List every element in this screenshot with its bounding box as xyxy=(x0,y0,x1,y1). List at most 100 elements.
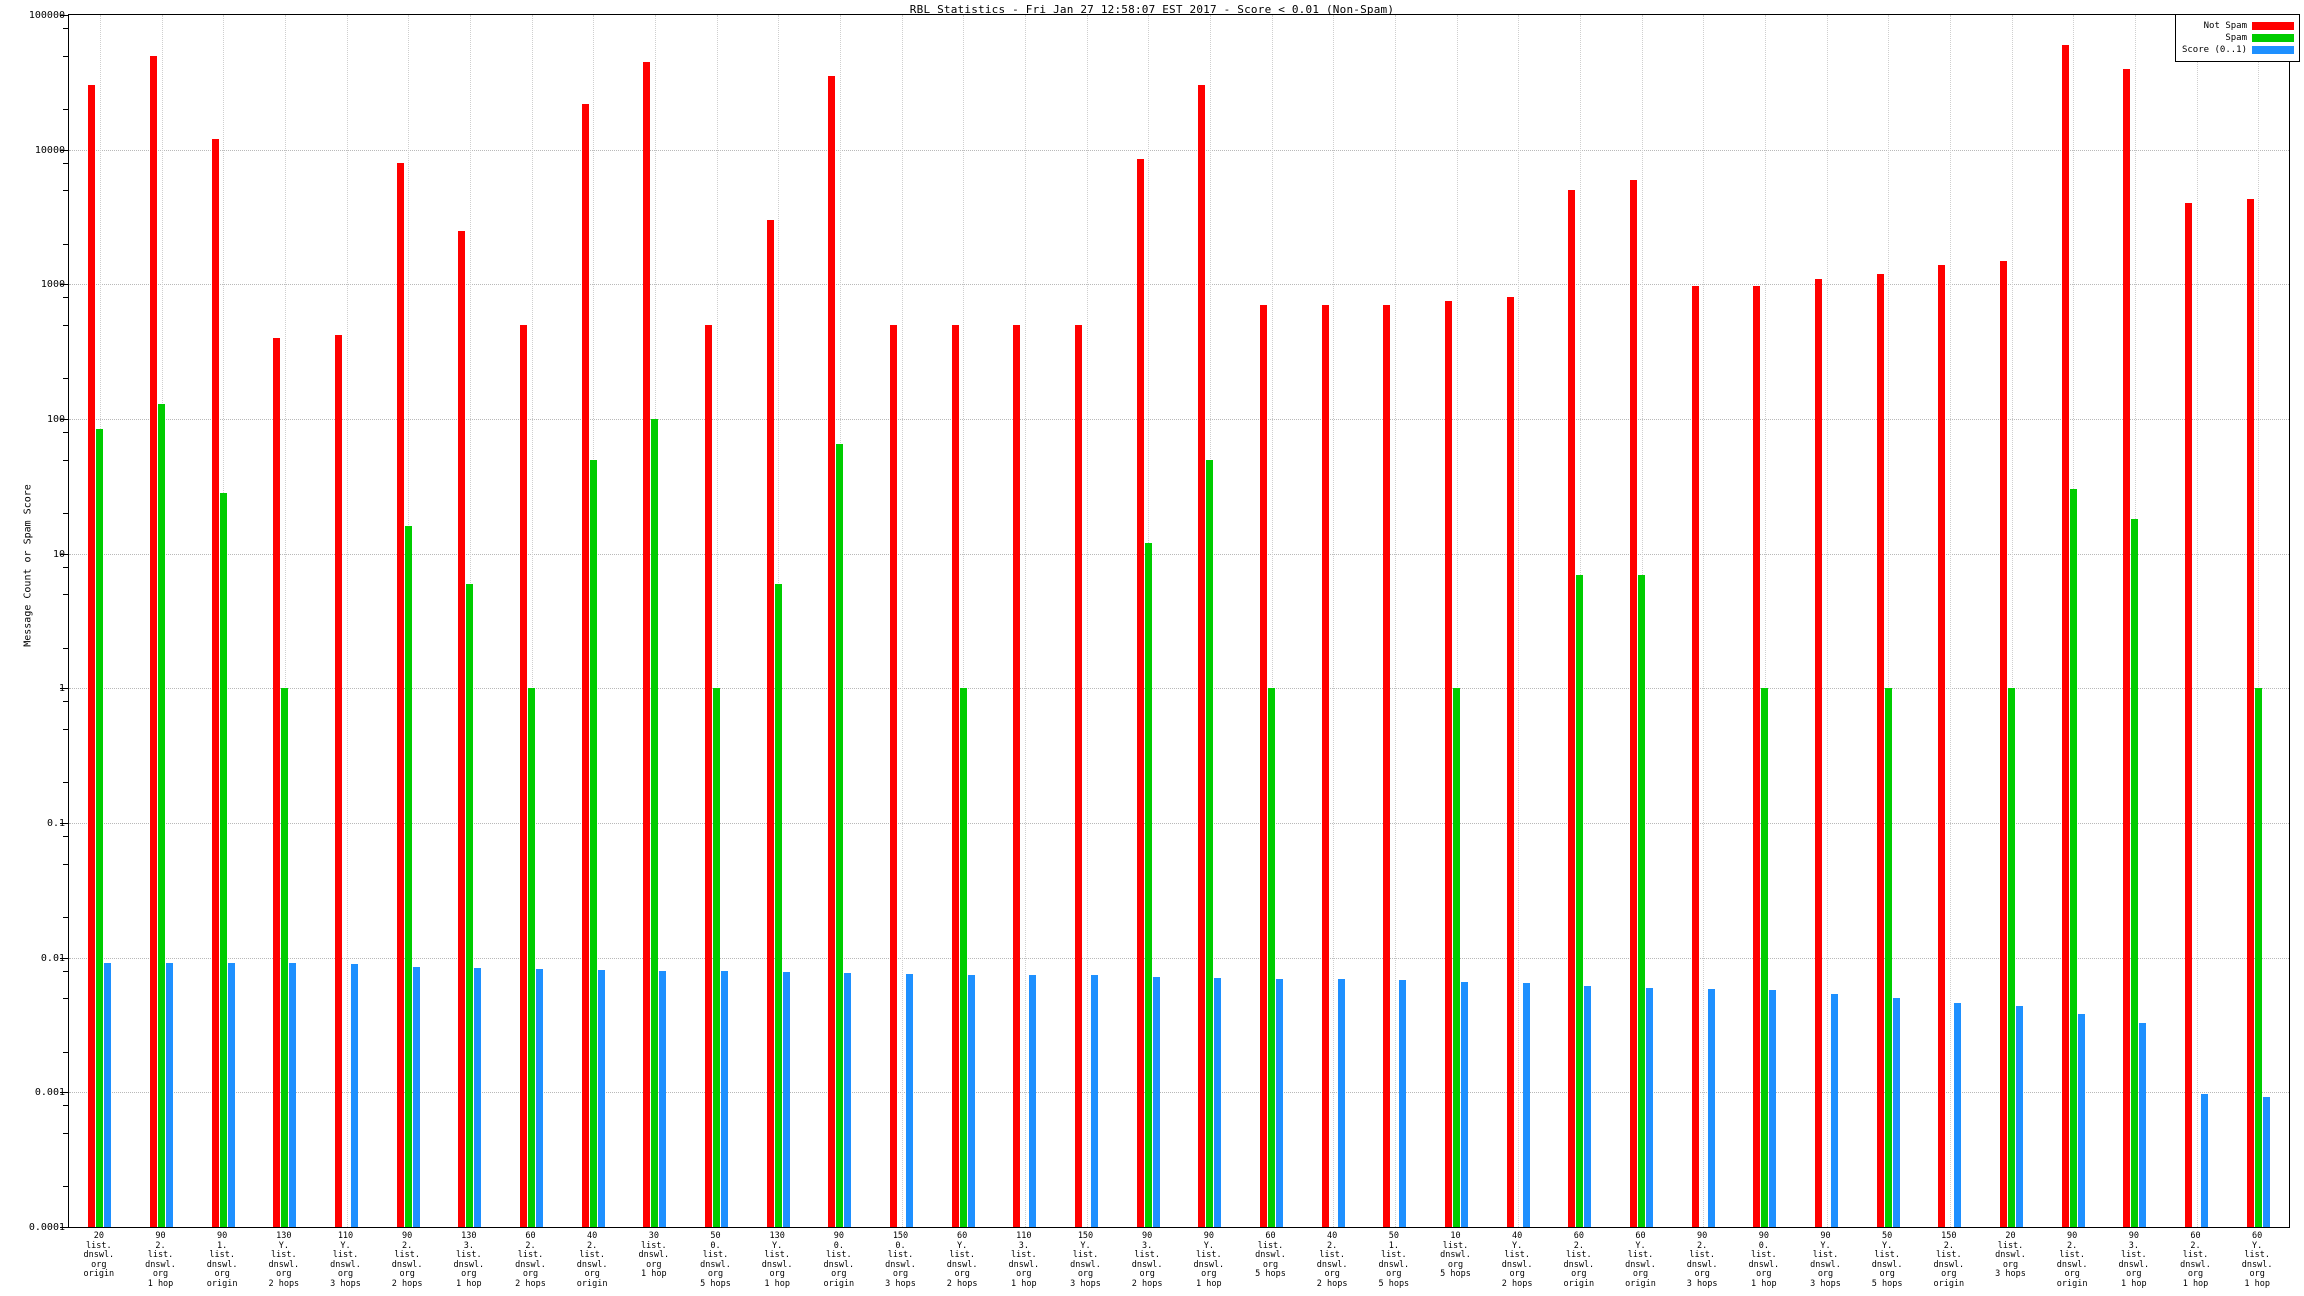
x-axis-tick-label: 130 Y. list. dnswl. org 1 hop xyxy=(761,1231,793,1289)
y-axis-tick-label: 100 xyxy=(46,414,65,425)
bar-score xyxy=(1708,988,1715,1227)
grid-line-vertical xyxy=(1827,15,1828,1227)
y-axis-tick xyxy=(60,1227,69,1228)
bar-score xyxy=(1029,974,1036,1227)
x-axis-tick-label: 60 Y. list. dnswl. org 2 hops xyxy=(946,1231,978,1289)
x-axis-tick-label: 60 list. dnswl. org 5 hops xyxy=(1255,1231,1286,1280)
y-axis-tick-label: 0.001 xyxy=(34,1087,65,1099)
x-axis-tick-label: 90 3. list. dnswl. org 2 hops xyxy=(1131,1231,1163,1289)
bar-not-spam xyxy=(890,324,897,1227)
legend-label-spam: Spam xyxy=(2225,33,2247,43)
y-axis-tick xyxy=(60,1092,69,1094)
grid-line-vertical xyxy=(532,15,533,1227)
bar-score xyxy=(1523,982,1530,1227)
bar-spam xyxy=(281,688,288,1227)
y-axis-tick xyxy=(60,419,69,420)
x-axis-tick-label: 150 2. list. dnswl. org origin xyxy=(1933,1231,1965,1289)
bar-not-spam xyxy=(582,103,589,1227)
x-axis-tick-label: 150 0. list. dnswl. org 3 hops xyxy=(885,1231,916,1289)
x-axis-tick-label: 90 0. list. dnswl. org origin xyxy=(823,1231,855,1289)
chart-legend: Not Spam Spam Score (0..1) xyxy=(2174,14,2300,62)
y-axis-minor-tick xyxy=(63,162,69,164)
x-axis-tick-label: 60 2. list. dnswl. org 1 hop xyxy=(2180,1231,2211,1289)
grid-line-vertical xyxy=(1087,15,1088,1227)
legend-swatch-score xyxy=(2252,46,2294,54)
y-axis-tick xyxy=(60,553,69,555)
y-axis-minor-tick xyxy=(63,728,69,730)
bar-not-spam xyxy=(1815,278,1822,1227)
bar-not-spam xyxy=(2185,203,2192,1227)
grid-line-vertical xyxy=(1457,15,1458,1227)
grid-line-vertical xyxy=(2258,15,2259,1227)
bar-not-spam xyxy=(1507,297,1514,1227)
bar-spam xyxy=(1145,543,1152,1227)
bar-score xyxy=(228,963,235,1227)
bar-not-spam xyxy=(1260,305,1267,1227)
bar-score xyxy=(1214,977,1221,1227)
bar-score xyxy=(1276,978,1283,1227)
x-axis-tick-label: 20 list. dnswl. org origin xyxy=(83,1231,115,1280)
legend-label-not-spam: Not Spam xyxy=(2203,21,2247,31)
bar-not-spam xyxy=(150,55,157,1227)
x-axis-tick-label: 50 1. list. dnswl. org 5 hops xyxy=(1378,1231,1410,1289)
bar-score xyxy=(598,970,605,1227)
y-axis-minor-tick xyxy=(63,594,69,596)
grid-line-vertical xyxy=(1272,15,1273,1227)
x-axis-tick-label: 50 0. list. dnswl. org 5 hops xyxy=(700,1231,731,1289)
plot-area: 100000 10000 1000 100 10 1 0.1 0.01 0.001 0.0001 xyxy=(29,10,2290,1233)
bar-spam xyxy=(1885,688,1892,1227)
bar-not-spam xyxy=(1692,285,1699,1227)
x-axis-tick-label: 130 3. list. dnswl. org 1 hop xyxy=(453,1231,485,1289)
bar-spam xyxy=(220,493,227,1227)
x-axis-tick-label: 60 Y. list. dnswl. org 1 hop xyxy=(2241,1231,2273,1289)
bar-spam xyxy=(1206,459,1213,1227)
bar-score xyxy=(1893,998,1900,1227)
grid-line-vertical xyxy=(1950,15,1951,1227)
bar-not-spam xyxy=(1877,273,1884,1227)
grid-line-vertical xyxy=(902,15,903,1227)
grid-line-vertical xyxy=(963,15,964,1227)
x-axis-tick-label: 10 list. dnswl. org 5 hops xyxy=(1440,1231,1471,1280)
bar-score xyxy=(659,970,666,1227)
grid-line-vertical xyxy=(1025,15,1026,1227)
bar-score xyxy=(536,969,543,1227)
bar-not-spam xyxy=(397,162,404,1227)
y-axis-minor-tick xyxy=(63,1105,69,1107)
bar-score xyxy=(721,971,728,1227)
bar-spam xyxy=(158,403,165,1227)
bar-score xyxy=(968,974,975,1227)
y-axis-minor-tick xyxy=(63,243,69,245)
bar-spam xyxy=(2131,519,2138,1227)
y-axis-minor-tick xyxy=(63,1186,69,1188)
bar-score xyxy=(2201,1093,2208,1227)
y-axis-label: Message Count or Spam Score xyxy=(22,484,34,647)
x-axis-tick-label: 90 1. list. dnswl. org origin xyxy=(206,1231,238,1289)
bar-not-spam xyxy=(88,85,95,1227)
chart-title: RBL Statistics - Fri Jan 27 12:58:07 EST… xyxy=(909,3,1395,16)
bar-spam xyxy=(775,583,782,1227)
y-axis-minor-tick xyxy=(63,378,69,380)
x-axis-tick-label: 60 2. list. dnswl. org origin xyxy=(1563,1231,1595,1289)
bar-score xyxy=(1584,985,1591,1227)
bar-not-spam xyxy=(705,324,712,1227)
grid-line-vertical xyxy=(1765,15,1766,1227)
grid-line-vertical xyxy=(1333,15,1334,1227)
x-axis-tick-label: 90 3. list. dnswl. org 1 hop xyxy=(2118,1231,2150,1289)
grid-line-vertical xyxy=(347,15,348,1227)
y-axis-minor-tick xyxy=(63,28,69,30)
y-axis-tick-label: 10000 xyxy=(34,144,65,156)
bar-not-spam xyxy=(212,139,219,1227)
y-axis-minor-tick xyxy=(63,297,69,299)
y-axis-minor-tick xyxy=(63,836,69,838)
bar-not-spam xyxy=(520,324,527,1227)
bar-score xyxy=(351,964,358,1227)
bar-spam xyxy=(1638,574,1645,1227)
grid-line-vertical xyxy=(1518,15,1519,1227)
x-axis-tick-label: 20 list. dnswl. org 3 hops xyxy=(1995,1231,2026,1280)
x-axis-tick-label: 130 Y. list. dnswl. org 2 hops xyxy=(268,1231,300,1289)
bar-not-spam xyxy=(1137,159,1144,1227)
bar-score xyxy=(1461,981,1468,1227)
grid-line-vertical xyxy=(1395,15,1396,1227)
grid-line-vertical xyxy=(717,15,718,1227)
